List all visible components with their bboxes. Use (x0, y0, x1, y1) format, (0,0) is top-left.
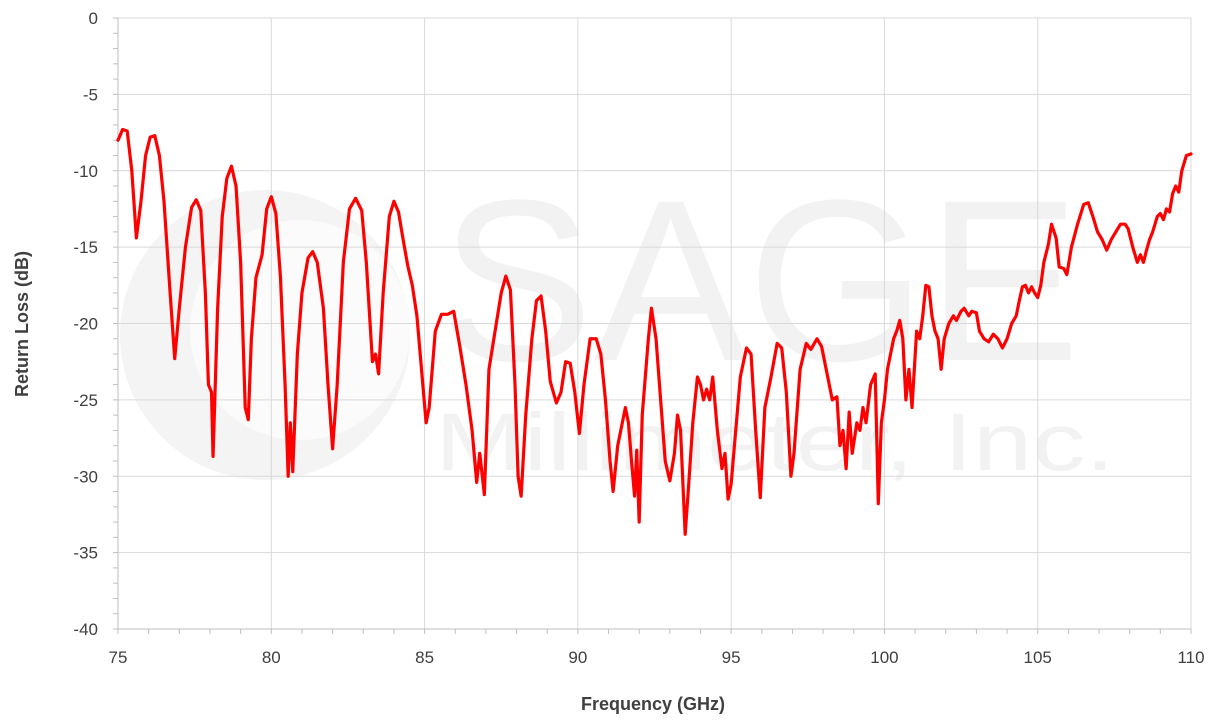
x-tick-labels: 75 80 85 90 95 100 105 110 (109, 648, 1205, 667)
x-tick-label: 75 (109, 648, 128, 667)
series-layer (116, 127, 1193, 536)
y-tick-label: -5 (83, 85, 98, 104)
x-tick-label: 95 (722, 648, 741, 667)
y-tick-label: -35 (73, 544, 98, 563)
x-tick-label: 80 (262, 648, 281, 667)
y-tick-label: -40 (73, 620, 98, 639)
y-tick-label: -20 (73, 315, 98, 334)
grid (118, 17, 1192, 629)
x-tick-label: 110 (1177, 648, 1204, 667)
watermark-title: SAGE (440, 152, 1080, 409)
series-line (116, 127, 1193, 536)
x-tick-label: 90 (568, 648, 587, 667)
x-tick-label: 105 (1024, 648, 1052, 667)
x-tick-label: 100 (870, 648, 898, 667)
x-tick-label: 85 (415, 648, 434, 667)
y-tick-labels: 0 -5 -10 -15 -20 -25 -30 -35 -40 (73, 9, 98, 639)
watermark-subtitle: Millimeter, Inc. (435, 397, 1115, 488)
y-tick-label: -10 (73, 162, 98, 181)
y-tick-label: -30 (73, 467, 98, 486)
y-tick-label: 0 (89, 9, 98, 28)
y-axis-title: Return Loss (dB) (12, 251, 32, 397)
minor-ticks (113, 17, 1192, 634)
y-tick-label: -15 (73, 238, 98, 257)
watermark: SAGE Millimeter, Inc. (120, 152, 1115, 488)
y-tick-label: -25 (73, 391, 98, 410)
x-axis-title: Frequency (GHz) (581, 694, 725, 714)
